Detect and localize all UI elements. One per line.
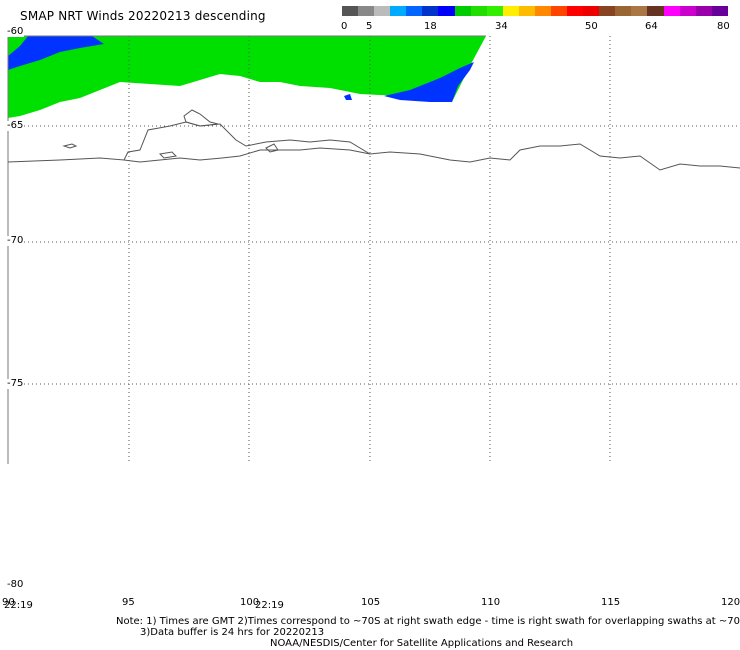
note-line-1: Note: 1) Times are GMT 2)Times correspon…	[116, 616, 740, 627]
colorbar-segment	[486, 6, 503, 16]
island-outline-3	[158, 151, 178, 159]
map-grid	[8, 36, 740, 464]
colorbar-segment	[599, 6, 616, 16]
colorbar-segment	[502, 6, 519, 16]
colorbar-segment	[422, 6, 439, 16]
colorbar-segment	[631, 6, 648, 16]
lat-label-80: -80	[6, 579, 25, 590]
map-title: SMAP NRT Winds 20220213 descending	[20, 9, 266, 23]
lat-label-60: -60	[6, 26, 25, 37]
ice-shelf-outline	[123, 147, 371, 163]
colorbar-segment	[374, 6, 391, 16]
colorbar-segment	[406, 6, 423, 16]
wind-swath-blue-se	[384, 62, 474, 102]
colorbar-label-64: 64	[645, 21, 658, 32]
colorbar-segment	[679, 6, 696, 16]
wind-swath-green	[8, 36, 486, 118]
lat-label-75: -75	[6, 378, 25, 389]
lon-label-90: 90	[2, 597, 15, 608]
colorbar-segment	[567, 6, 584, 16]
colorbar-label-18: 18	[424, 21, 437, 32]
island-outline-2	[62, 143, 78, 149]
colorbar-segment	[647, 6, 664, 16]
colorbar-segment	[358, 6, 375, 16]
lon-label-110: 110	[481, 597, 501, 608]
wind-swath-blue-nw	[8, 36, 104, 70]
colorbar-segment	[583, 6, 600, 16]
colorbar-segment	[615, 6, 632, 16]
swath-time-label-2: 22:19	[255, 600, 284, 611]
note-line-3: NOAA/NESDIS/Center for Satellite Applica…	[270, 638, 574, 649]
island-outline	[183, 109, 219, 127]
colorbar-segment	[551, 6, 568, 16]
colorbar-segment	[663, 6, 680, 16]
colorbar-segment	[470, 6, 487, 16]
wind-swath-blue-speck	[344, 94, 352, 100]
island-outline-4	[265, 143, 279, 153]
colorbar-segment	[695, 6, 712, 16]
colorbar-segment	[518, 6, 535, 16]
lon-label-120: 120	[721, 597, 740, 608]
colorbar-segment	[342, 6, 359, 16]
note-line-2: 3)Data buffer is 24 hrs for 20220213	[140, 627, 325, 638]
swath-time-label-1: 22:19	[4, 600, 33, 611]
colorbar-label-50: 50	[585, 21, 598, 32]
colorbar-label-0: 0	[341, 21, 348, 32]
lat-label-65: -65	[6, 120, 25, 131]
colorbar-label-80: 80	[717, 21, 730, 32]
colorbar-label-34: 34	[495, 21, 508, 32]
colorbar-segment	[534, 6, 552, 16]
antarctic-coastline	[7, 121, 740, 171]
colorbar-segment	[390, 6, 407, 16]
wind-speed-colorbar	[342, 6, 728, 16]
colorbar-segment	[454, 6, 471, 16]
colorbar-segment	[438, 6, 455, 16]
lon-label-100: 100	[240, 597, 260, 608]
lon-label-115: 115	[601, 597, 621, 608]
lon-label-95: 95	[122, 597, 135, 608]
lon-label-105: 105	[361, 597, 381, 608]
lat-label-70: -70	[6, 235, 25, 246]
colorbar-segment	[711, 6, 728, 16]
colorbar-label-5: 5	[366, 21, 373, 32]
